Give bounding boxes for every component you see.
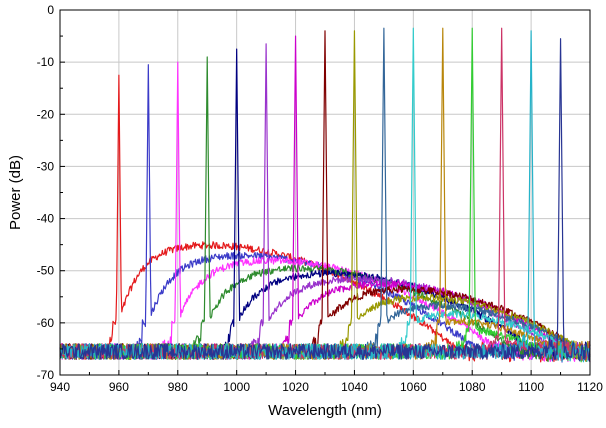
y-tick-label: -10 <box>37 55 55 69</box>
x-tick-label: 1120 <box>577 380 603 394</box>
x-tick-label: 1060 <box>400 380 427 394</box>
x-tick-label: 940 <box>50 380 70 394</box>
axis-ticks: 940 960 980 1000 1020 1040 1060 1080 1100 1120 0 -1… <box>37 3 604 394</box>
x-tick-label: 1080 <box>459 380 486 394</box>
series-16-line <box>59 38 591 362</box>
x-tick-label: 1020 <box>282 380 309 394</box>
series-group <box>59 27 591 363</box>
y-tick-label: -20 <box>37 107 55 121</box>
x-tick-label: 1100 <box>518 380 544 394</box>
y-tick-label: -40 <box>37 212 55 226</box>
y-tick-label: -60 <box>37 316 55 330</box>
series-6-line <box>59 43 591 361</box>
x-tick-label: 1040 <box>341 380 368 394</box>
y-tick-label: 0 <box>47 3 54 17</box>
x-tick-label: 980 <box>168 380 188 394</box>
y-tick-label: -70 <box>37 368 55 382</box>
y-tick-label: -50 <box>37 264 55 278</box>
y-axis-title: Power (dB) <box>7 155 24 230</box>
x-tick-label: 1000 <box>223 380 250 394</box>
x-tick-label: 960 <box>109 380 129 394</box>
y-tick-label: -30 <box>37 159 55 173</box>
series-5-line <box>59 48 591 361</box>
series-8-line <box>59 30 591 360</box>
x-axis-title: Wavelength (nm) <box>268 402 382 419</box>
